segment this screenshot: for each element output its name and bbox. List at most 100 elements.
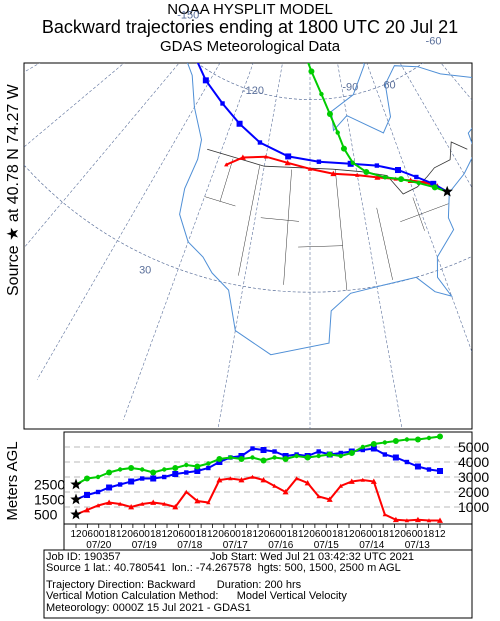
time-tick-label: 00 (321, 529, 333, 540)
map-coastlines (179, 63, 472, 356)
time-tick-label: 00 (366, 529, 378, 540)
map-track-marker (416, 180, 421, 186)
height-series-marker (260, 457, 267, 464)
time-tick-label: 12 (343, 529, 355, 540)
state-boundary (376, 207, 393, 280)
height-series-marker (128, 504, 135, 510)
height-series-marker (316, 494, 321, 499)
height-series-marker (316, 449, 321, 454)
left-height-tick: 1500 (34, 492, 65, 508)
time-tick-label: 18 (241, 529, 253, 540)
map-track-marker (326, 111, 333, 118)
latitude-label: 30 (139, 265, 151, 277)
height-series-marker (128, 478, 135, 485)
map-track-marker (335, 130, 340, 135)
date-label: 07/16 (268, 540, 293, 551)
state-boundary (219, 158, 234, 202)
height-series-marker (117, 467, 123, 472)
height-series-0 (75, 475, 440, 522)
map-source-star (441, 185, 453, 197)
time-tick-label: 06 (218, 529, 230, 540)
date-label: 07/20 (86, 540, 111, 551)
height-series-2 (75, 435, 441, 486)
longitude-label: -60 (426, 36, 442, 48)
height-series-marker (206, 461, 211, 466)
height-series-marker (250, 474, 255, 479)
map-track-marker (300, 46, 304, 50)
model-title: NOAA HYSPLIT MODEL (167, 1, 333, 18)
longitude-line (24, 63, 180, 249)
chart-title: Backward trajectories ending at 1800 UTC… (41, 17, 459, 37)
height-series-marker (84, 507, 91, 513)
height-series-marker (194, 468, 201, 474)
height-series-marker (370, 478, 377, 484)
time-tick-label: 00 (275, 529, 287, 540)
height-series-marker (414, 436, 421, 443)
height-series-marker (139, 476, 145, 481)
data-source-title: GDAS Meteorological Data (159, 38, 341, 55)
longitude-line (399, 63, 472, 189)
height-series-marker (117, 501, 123, 506)
time-tick-label: 18 (423, 529, 435, 540)
time-tick-label: 12 (298, 529, 310, 540)
height-series-marker (184, 462, 189, 468)
map-track-marker (319, 91, 324, 97)
map-track-marker (421, 180, 427, 184)
time-tick-label: 06 (400, 529, 412, 540)
time-tick-label: 12 (161, 529, 173, 540)
right-height-tick: 5000 (458, 439, 489, 455)
trajectory-direction: Trajectory Direction: Backward Duration:… (46, 579, 302, 591)
height-series-marker (172, 504, 179, 510)
height-series-marker (282, 489, 289, 495)
height-panel (63, 431, 473, 525)
height-series-marker (338, 450, 343, 456)
height-series-marker (194, 498, 201, 504)
map-trajectories (196, 25, 453, 197)
height-series-marker (370, 441, 377, 447)
height-series-marker (272, 449, 277, 454)
height-series-marker (106, 484, 113, 491)
map-track-marker (430, 180, 437, 187)
source-coordinates: Source 1 lat.: 40.780541 lon.: -74.26757… (46, 562, 401, 574)
us-canada-border (207, 141, 468, 195)
right-height-tick: 3000 (458, 469, 489, 485)
height-series-marker (106, 499, 113, 505)
height-series-marker (172, 471, 179, 477)
state-boundary (412, 197, 425, 231)
time-tick-label: 12 (434, 529, 446, 540)
height-series-marker (326, 496, 333, 502)
time-tick-label: 18 (105, 529, 117, 540)
date-label: 07/19 (132, 540, 157, 551)
map-track-marker (316, 159, 322, 164)
height-series-marker (162, 501, 167, 506)
map-track-marker (294, 25, 300, 31)
map-track-marker (350, 160, 356, 166)
height-series-marker (272, 455, 277, 460)
height-series-marker (360, 447, 365, 453)
height-series-marker (360, 444, 365, 450)
date-label: 07/18 (177, 540, 202, 551)
height-series-marker (414, 463, 421, 470)
height-series-marker (360, 477, 365, 482)
time-tick-label: 18 (332, 529, 344, 540)
height-series-marker (250, 446, 255, 451)
height-series-marker (304, 480, 311, 486)
height-series-marker (437, 468, 443, 474)
height-series-marker (139, 467, 145, 472)
height-series-marker (238, 477, 245, 483)
state-boundary (298, 245, 343, 248)
time-axis: 12 06 00 18 12 06 00 18 12 06 00 18 12 06 00 18 12 06 00 18… (70, 524, 446, 551)
map-track-marker (236, 120, 243, 127)
longitude-line (24, 63, 125, 148)
time-tick-label: 12 (116, 529, 128, 540)
height-series-marker (392, 438, 399, 444)
height-series-marker (392, 454, 399, 461)
height-series-marker (404, 437, 410, 442)
height-series-marker (162, 474, 167, 480)
map-track-marker (239, 154, 246, 160)
height-series-marker (426, 435, 432, 441)
map-track-marker (257, 140, 263, 145)
latitude-label: 60 (383, 80, 395, 92)
height-series-marker (404, 518, 410, 523)
time-tick-label: 00 (184, 529, 196, 540)
